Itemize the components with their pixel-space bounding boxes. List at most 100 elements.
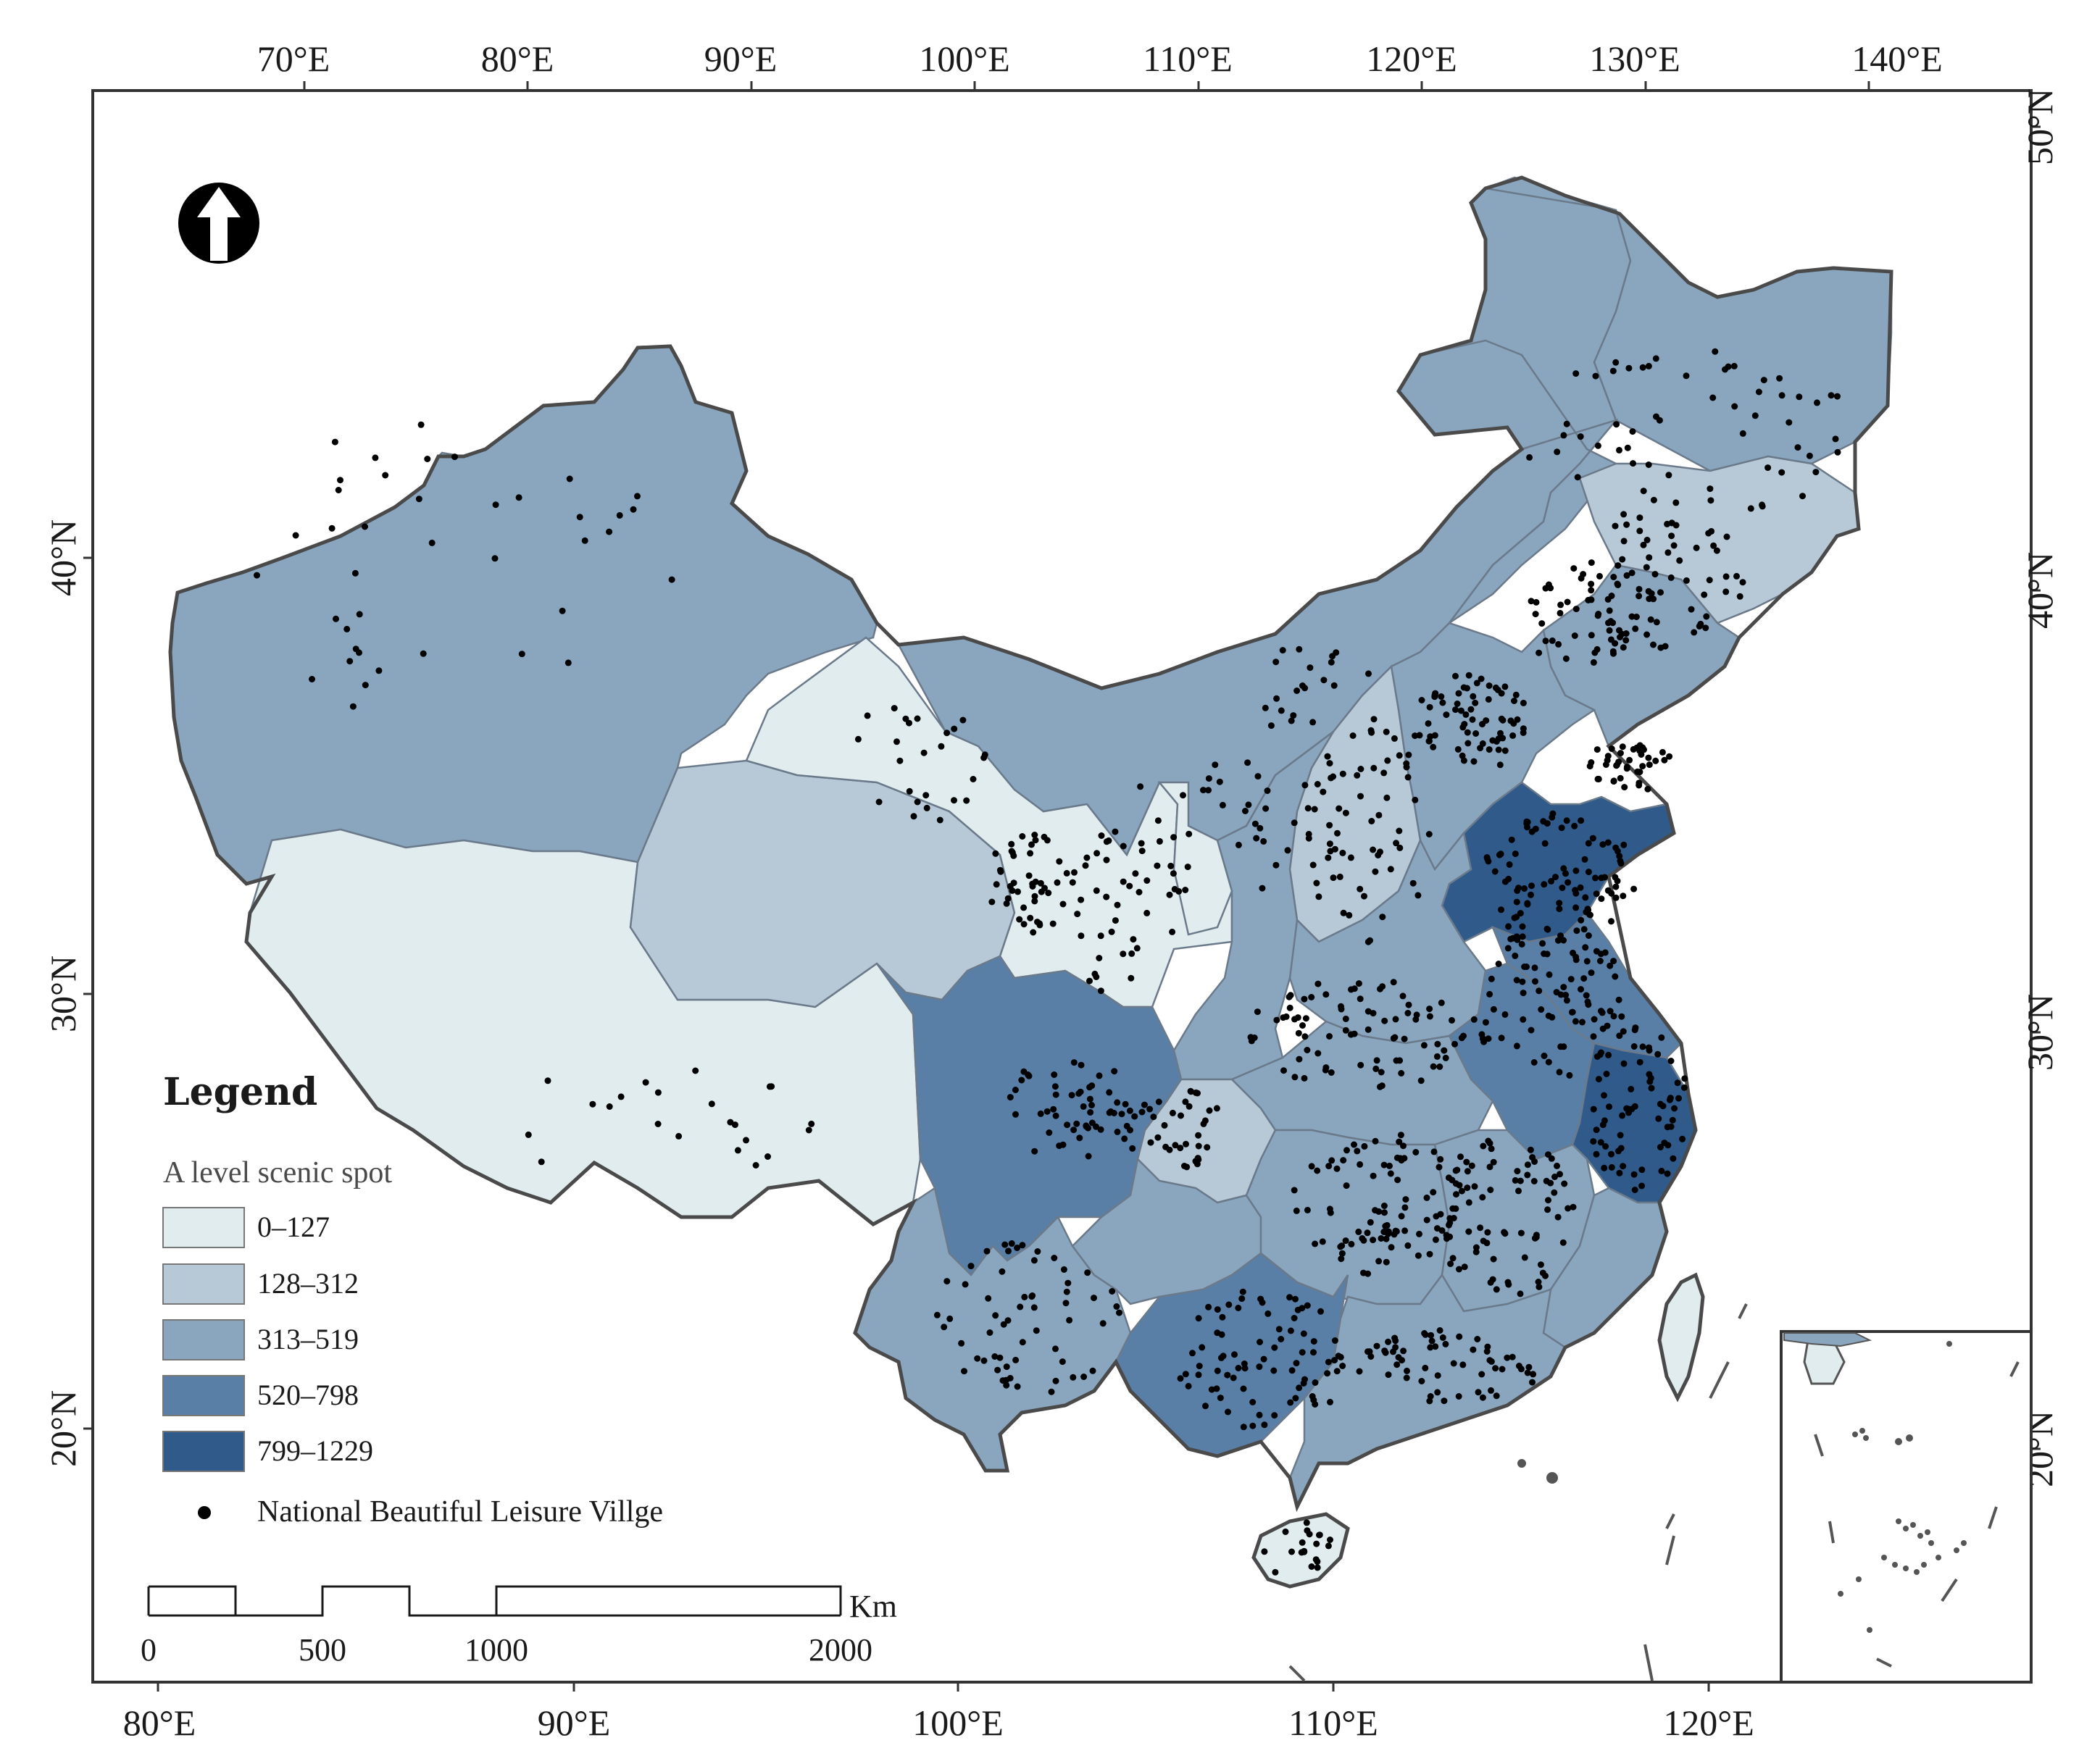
village-point (1512, 952, 1519, 959)
village-point (1486, 1140, 1493, 1147)
village-point (1670, 1155, 1677, 1162)
village-point (1470, 1346, 1477, 1353)
village-point (1486, 1163, 1493, 1171)
village-point (1388, 1244, 1395, 1251)
village-point (1560, 865, 1567, 872)
top-tick-label: 100°E (919, 38, 1010, 79)
village-point (914, 798, 921, 806)
village-point (1333, 1368, 1341, 1375)
village-point (1556, 900, 1563, 907)
village-point (1607, 1008, 1614, 1015)
village-point (1498, 690, 1505, 697)
left-tick-label: 40°N (43, 519, 83, 596)
village-point (1301, 1376, 1308, 1383)
village-point (606, 528, 613, 535)
village-point (1592, 372, 1599, 380)
village-point (1052, 1091, 1059, 1098)
village-point (617, 1093, 625, 1100)
village-point (1541, 840, 1549, 847)
village-point (1610, 574, 1617, 580)
village-point (544, 1077, 551, 1084)
village-point (1420, 1042, 1428, 1049)
village-point (980, 1357, 988, 1364)
village-point (1515, 1187, 1522, 1195)
village-point (1122, 1100, 1129, 1108)
village-point (1088, 1102, 1095, 1108)
village-point (1614, 562, 1622, 569)
village-point (1386, 1162, 1393, 1169)
village-point (983, 1247, 991, 1255)
village-point (1195, 1371, 1202, 1379)
village-point (1452, 1205, 1459, 1212)
village-point (1248, 1037, 1255, 1045)
village-point (1378, 1069, 1385, 1076)
village-point (1364, 1229, 1371, 1237)
village-point (1612, 359, 1620, 366)
village-point (1404, 1367, 1410, 1374)
village-point (1324, 753, 1331, 760)
village-point (1670, 542, 1678, 549)
village-point (1564, 879, 1572, 886)
village-point (1484, 1229, 1491, 1236)
village-point (1282, 1528, 1289, 1535)
village-point (1461, 721, 1468, 728)
village-point (1609, 367, 1617, 375)
village-point (805, 1126, 812, 1134)
village-point (1620, 1060, 1628, 1067)
village-point (1580, 571, 1587, 578)
village-point (1652, 355, 1659, 362)
village-point (1253, 835, 1260, 842)
village-point (1562, 870, 1569, 877)
village-point (1563, 420, 1570, 427)
village-point (1509, 1353, 1516, 1360)
village-point (1377, 985, 1383, 992)
village-point (1398, 1213, 1405, 1220)
village-point (1003, 1376, 1009, 1384)
village-point (1292, 1395, 1299, 1402)
village-point (1452, 1167, 1459, 1174)
village-point (1007, 1094, 1014, 1101)
village-point (1390, 1348, 1396, 1355)
village-point (1674, 1079, 1681, 1087)
village-point (962, 1281, 969, 1288)
village-point (1646, 595, 1653, 603)
village-point (1394, 1176, 1401, 1184)
village-point (1340, 909, 1347, 916)
village-point (1472, 1248, 1480, 1255)
village-point (1441, 1047, 1448, 1054)
village-point (1037, 1110, 1044, 1117)
village-point (974, 1355, 981, 1362)
village-point (1499, 716, 1507, 724)
village-point (1570, 565, 1578, 572)
village-point (1254, 773, 1262, 780)
village-point (1288, 1367, 1296, 1374)
village-point (1328, 774, 1335, 782)
village-point (1439, 1334, 1446, 1341)
village-point (1630, 745, 1637, 753)
village-point (1657, 644, 1664, 651)
village-point (566, 475, 573, 482)
north-arrow-icon (178, 183, 259, 264)
village-point (1452, 1180, 1459, 1187)
village-point (1520, 699, 1527, 706)
village-point (891, 705, 898, 712)
village-point (1054, 879, 1061, 886)
village-point (1513, 977, 1520, 984)
village-point (1652, 757, 1659, 764)
village-point (1496, 761, 1504, 769)
village-point (1097, 932, 1104, 940)
village-point (1585, 1001, 1592, 1008)
village-point (1078, 896, 1085, 903)
village-point (1640, 541, 1647, 548)
village-point (1261, 1548, 1268, 1555)
village-point (1467, 706, 1475, 713)
village-point (1573, 927, 1580, 935)
village-point (1722, 588, 1730, 595)
village-point (1291, 1016, 1298, 1023)
village-point (1342, 1015, 1349, 1022)
village-point (1626, 756, 1633, 764)
village-point (1643, 631, 1651, 638)
village-point (1347, 854, 1354, 861)
village-point (1556, 906, 1563, 913)
village-point (1325, 1542, 1332, 1550)
